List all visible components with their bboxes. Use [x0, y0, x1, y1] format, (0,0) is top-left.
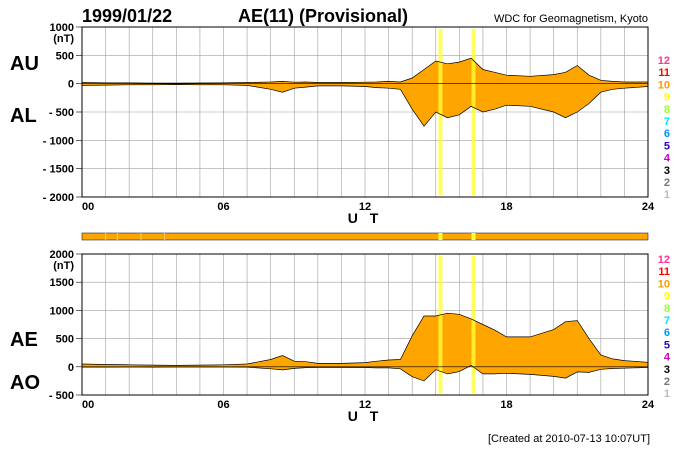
- panel1-unit-label: (nT): [53, 33, 74, 45]
- activity-bar-highlight: [471, 233, 476, 240]
- legend-label-10: 10: [658, 79, 670, 91]
- legend-label-12: 12: [658, 55, 670, 67]
- legend-label-2: 2: [664, 177, 670, 189]
- panel2-y-tick-label: 500: [56, 334, 74, 346]
- panel2-x-tick-label: 24: [642, 399, 655, 411]
- panel1-series-line-au: [81, 57, 648, 84]
- legend-label-3: 3: [664, 364, 670, 376]
- legend-label-9: 9: [664, 92, 670, 104]
- activity-bar: [81, 232, 649, 241]
- date-title: 1999/01/22: [82, 6, 172, 26]
- panel1-x-tick-label: 06: [217, 201, 229, 213]
- panel2-y-tick-label: 0: [68, 362, 74, 374]
- panel2-range-fill: [82, 313, 648, 381]
- panel2-x-tick-label: 18: [500, 399, 512, 411]
- legend-label-9: 9: [664, 291, 670, 303]
- panel1-series-line-al: [81, 84, 649, 127]
- activity-bar-highlight: [438, 233, 443, 240]
- legend-label-4: 4: [664, 352, 671, 364]
- panel1-y-tick-label: - 2000: [43, 192, 74, 204]
- legend-label-8: 8: [664, 303, 670, 315]
- panel2-x-axis-label: U T: [348, 408, 383, 424]
- panel1-x-tick-label: 00: [82, 201, 94, 213]
- index-title: AE(11) (Provisional): [238, 6, 408, 26]
- legend-label-10: 10: [658, 278, 670, 290]
- panel1-y-tick-label: 1000: [50, 22, 74, 34]
- legend-label-3: 3: [664, 165, 670, 177]
- panel2-upper-series-label: AE: [10, 329, 38, 351]
- legend-label-1: 1: [664, 189, 670, 201]
- legend-label-7: 7: [664, 116, 670, 128]
- legend-label-11: 11: [658, 67, 670, 79]
- legend-label-12: 12: [658, 254, 670, 266]
- panel1-y-tick-label: 500: [56, 50, 74, 62]
- au-al-panel: 1000 500 0 - 500 - 1000 - 1500 - 2000 (nT) 00 06 1…: [10, 22, 655, 226]
- panel2-x-tick-label: 00: [82, 399, 94, 411]
- panel2-y-tick-label: - 500: [49, 390, 74, 402]
- legend-label-7: 7: [664, 315, 670, 327]
- created-footer: [Created at 2010-07-13 10:07UT]: [488, 433, 650, 445]
- panel1-lower-series-label: AL: [10, 105, 37, 127]
- legend-label-5: 5: [664, 140, 670, 152]
- panel2-series-line-ae: [81, 312, 649, 366]
- panel1-upper-series-label: AU: [10, 53, 39, 75]
- panel1-x-axis-label: U T: [348, 210, 383, 226]
- legend-label-5: 5: [664, 339, 670, 351]
- panel2-x-tick-label: 12: [359, 399, 371, 411]
- legend-label-1: 1: [664, 388, 670, 400]
- panel1-y-tick-label: - 1000: [43, 135, 74, 147]
- panel1-highlight-column: [438, 29, 443, 195]
- source-label: WDC for Geomagnetism, Kyoto: [494, 13, 648, 25]
- panel2-unit-label: (nT): [53, 260, 74, 272]
- panel2-y-tick-label: 2000: [50, 249, 74, 261]
- activity-bar-marks: [105, 233, 476, 240]
- legend-label-8: 8: [664, 104, 670, 116]
- panel2-lower-series-label: AO: [10, 372, 40, 394]
- legend-label-2: 2: [664, 376, 670, 388]
- panel2-highlight-column: [471, 256, 476, 393]
- panel1-x-tick-label: 12: [359, 201, 371, 213]
- panel2-y-tick-label: 1000: [50, 305, 74, 317]
- panel2-x-tick-label: 06: [217, 399, 229, 411]
- panel2-plot-frame: [81, 253, 649, 396]
- legend-label-6: 6: [664, 128, 670, 140]
- legend-label-11: 11: [658, 266, 670, 278]
- panel1-highlight-column: [471, 29, 476, 195]
- panel1-x-tick-label: 24: [642, 201, 655, 213]
- panel1-x-tick-label: 18: [500, 201, 512, 213]
- ae-ao-panel: 2000 1500 1000 500 0 - 500 (nT) 00 06 12 18 24 U T AE…: [10, 249, 655, 424]
- panel2-y-tick-label: 1500: [50, 277, 74, 289]
- activity-bar-fill: [81, 232, 649, 241]
- legend-label-4: 4: [664, 153, 671, 165]
- legend-label-6: 6: [664, 327, 670, 339]
- panel1-y-tick-label: 0: [68, 79, 74, 91]
- panel2-highlight-column: [438, 256, 443, 393]
- panel1-y-tick-label: - 1500: [43, 164, 74, 176]
- panel1-y-tick-label: - 500: [49, 107, 74, 119]
